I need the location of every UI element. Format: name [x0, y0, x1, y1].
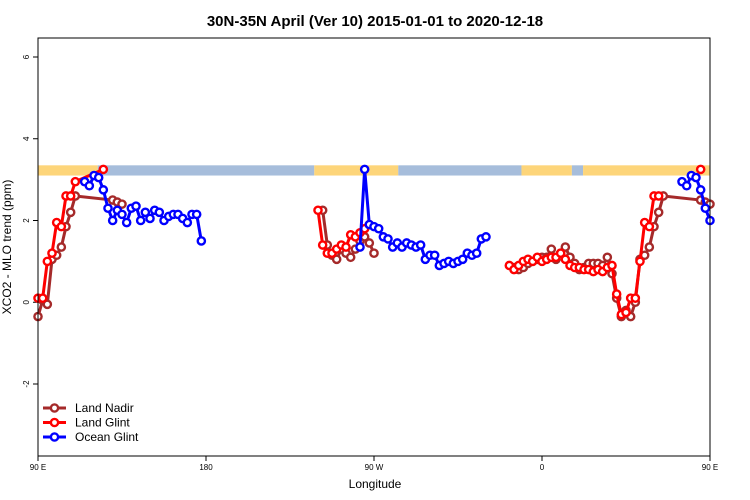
data-point [700, 203, 711, 214]
legend-swatch-marker [49, 403, 60, 413]
data-point [560, 242, 571, 252]
data-point [117, 209, 127, 220]
x-tick-label: 90 E [30, 463, 46, 472]
surface-band [38, 165, 710, 176]
legend-swatch-marker [49, 432, 60, 442]
data-point [131, 201, 141, 211]
data-point [191, 209, 202, 220]
data-point [117, 199, 127, 209]
data-point [317, 240, 328, 250]
plot-frame [37, 37, 711, 457]
data-point [47, 248, 57, 258]
data-point [103, 203, 113, 214]
series-line [38, 168, 104, 300]
y-axis-label: XCO2 - MLO trend (ppm) [0, 180, 14, 315]
legend-label: Land Nadir [75, 401, 134, 415]
x-tick-label: 180 [199, 463, 213, 472]
band-segment-ocean [398, 165, 522, 176]
data-point [653, 207, 664, 218]
data-point [140, 207, 151, 218]
legend-label: Land Glint [75, 416, 130, 430]
data-point [341, 242, 351, 252]
x-axis-label: Longitude [349, 477, 402, 491]
data-point [695, 164, 706, 175]
band-segment-land [521, 165, 572, 176]
axes: 90 E 180 90 W 0 90 E -2 0 2 4 6 [22, 54, 718, 472]
band-segment-ocean [571, 165, 584, 176]
data-point [415, 240, 426, 250]
data-point [355, 242, 365, 252]
data-point [560, 254, 571, 265]
series-layer [33, 164, 715, 322]
data-point [107, 215, 118, 226]
data-point [313, 205, 323, 216]
band-segment-ocean [97, 165, 315, 176]
legend-swatch-marker [49, 417, 60, 428]
data-point [70, 176, 81, 187]
data-point [644, 221, 655, 232]
y-tick-label: 2 [22, 218, 31, 223]
data-point [471, 248, 482, 258]
data-point [364, 238, 375, 248]
y-tick-label: 0 [22, 299, 31, 304]
data-point [602, 252, 613, 263]
data-point [42, 299, 53, 310]
data-point [331, 254, 342, 265]
data-point [182, 217, 193, 228]
x-tick-label: 90 W [365, 463, 384, 472]
data-point [429, 250, 440, 261]
data-point [56, 221, 67, 232]
data-point [42, 256, 53, 267]
data-point [98, 164, 109, 175]
series-land-glint [33, 164, 706, 320]
data-point [37, 293, 48, 303]
data-point [691, 172, 701, 183]
x-tick-label: 0 [540, 463, 545, 472]
data-point [135, 215, 146, 226]
data-point [481, 232, 491, 242]
band-segment-land [314, 165, 399, 176]
data-point [369, 248, 379, 258]
y-tick-label: -2 [22, 380, 31, 388]
chart-title: 30N-35N April (Ver 10) 2015-01-01 to 202… [207, 13, 543, 30]
data-point [196, 236, 207, 246]
data-point [644, 242, 655, 252]
data-point [65, 191, 76, 201]
series-ocean-glint [79, 164, 715, 271]
data-point [373, 223, 384, 234]
data-point [56, 242, 67, 252]
data-point [154, 207, 165, 218]
data-point [457, 254, 468, 265]
legend-item: Land Glint [43, 416, 130, 430]
data-point [546, 244, 557, 254]
data-point [359, 164, 370, 175]
data-point [681, 180, 692, 191]
y-tick-label: 4 [22, 136, 31, 141]
legend-label: Ocean Glint [75, 430, 139, 444]
data-point [121, 217, 132, 228]
legend-item: Ocean Glint [43, 430, 139, 444]
data-point [611, 289, 622, 299]
data-point [84, 180, 95, 191]
data-point [65, 207, 76, 218]
data-point [653, 191, 664, 201]
data-point [98, 185, 109, 195]
data-point [145, 213, 155, 224]
y-tick-label: 6 [22, 54, 31, 59]
data-point [345, 252, 356, 263]
data-point [383, 234, 393, 244]
data-point [621, 307, 631, 318]
data-point [93, 172, 104, 183]
band-segment-land [38, 165, 98, 176]
data-point [695, 185, 706, 195]
x-tick-label: 90 E [702, 463, 718, 472]
data-point [630, 293, 641, 303]
legend-item: Land Nadir [43, 401, 134, 415]
data-point [635, 256, 645, 267]
data-point [555, 248, 566, 258]
data-point [607, 260, 617, 271]
band-segment-land [583, 165, 710, 176]
